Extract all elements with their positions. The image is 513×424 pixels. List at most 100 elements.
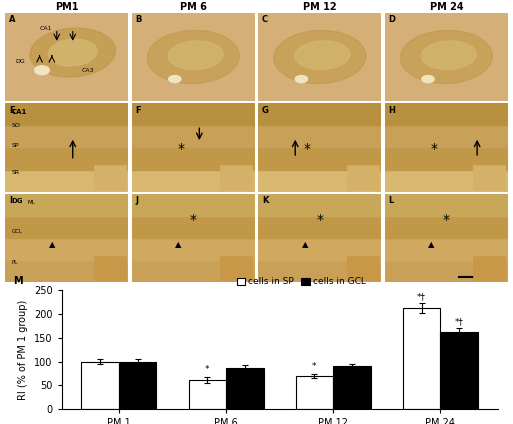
Bar: [259, 170, 381, 192]
Bar: [259, 103, 381, 125]
Bar: [347, 165, 379, 190]
Text: *: *: [205, 365, 209, 374]
Text: DG: DG: [15, 59, 25, 64]
Bar: [132, 194, 254, 216]
Text: CA3: CA3: [82, 67, 94, 73]
Bar: [5, 170, 128, 192]
Bar: [333, 366, 371, 409]
Bar: [94, 165, 126, 190]
Bar: [5, 125, 128, 148]
Bar: [259, 148, 381, 170]
Ellipse shape: [168, 41, 223, 70]
Text: *: *: [430, 142, 438, 156]
Ellipse shape: [147, 31, 239, 84]
Text: CA1: CA1: [40, 26, 52, 31]
Text: *: *: [317, 213, 323, 227]
Bar: [473, 256, 505, 280]
Ellipse shape: [422, 75, 434, 83]
Bar: [94, 256, 126, 280]
Bar: [132, 260, 254, 282]
Text: I: I: [9, 196, 12, 205]
Text: *†: *†: [455, 317, 464, 326]
Bar: [220, 256, 252, 280]
Bar: [132, 170, 254, 192]
Bar: [347, 256, 379, 280]
Text: A: A: [9, 15, 15, 24]
Bar: [5, 260, 128, 282]
Ellipse shape: [48, 39, 97, 66]
Bar: [132, 125, 254, 148]
Bar: [82, 362, 119, 409]
Bar: [385, 238, 508, 260]
Ellipse shape: [295, 75, 307, 83]
Bar: [385, 103, 508, 125]
Text: SR: SR: [11, 170, 19, 175]
Bar: [132, 103, 254, 125]
Bar: [385, 125, 508, 148]
Text: G: G: [262, 106, 269, 115]
Bar: [473, 165, 505, 190]
Text: E: E: [9, 106, 14, 115]
Bar: [403, 308, 440, 409]
Text: ▲: ▲: [302, 240, 308, 249]
Bar: [226, 368, 264, 409]
Bar: [295, 376, 333, 409]
Text: PL: PL: [11, 260, 17, 265]
Title: PM 6: PM 6: [180, 2, 207, 12]
Bar: [259, 238, 381, 260]
Text: F: F: [135, 106, 141, 115]
Bar: [5, 103, 128, 125]
Bar: [132, 238, 254, 260]
Text: *: *: [177, 142, 184, 156]
Text: *: *: [312, 362, 317, 371]
Text: SP: SP: [11, 143, 19, 148]
Bar: [188, 380, 226, 409]
Title: PM1: PM1: [55, 2, 78, 12]
Text: H: H: [389, 106, 396, 115]
Text: ▲: ▲: [428, 240, 435, 249]
Title: PM 24: PM 24: [429, 2, 463, 12]
Bar: [5, 194, 128, 216]
Text: *: *: [443, 213, 450, 227]
Bar: [119, 362, 156, 409]
Text: *: *: [190, 213, 196, 227]
Text: ML: ML: [27, 200, 35, 205]
Bar: [385, 260, 508, 282]
Bar: [132, 148, 254, 170]
Text: C: C: [262, 15, 268, 24]
Bar: [5, 216, 128, 238]
Text: ▲: ▲: [175, 240, 182, 249]
Bar: [385, 194, 508, 216]
Text: DG: DG: [11, 198, 23, 204]
Text: D: D: [389, 15, 396, 24]
Legend: cells in SP, cells in GCL: cells in SP, cells in GCL: [233, 273, 370, 290]
Text: SO: SO: [11, 123, 20, 128]
Text: L: L: [389, 196, 394, 205]
Title: PM 12: PM 12: [303, 2, 337, 12]
Text: CA1: CA1: [11, 109, 27, 115]
Ellipse shape: [294, 41, 350, 70]
Ellipse shape: [400, 31, 492, 84]
Text: K: K: [262, 196, 268, 205]
Ellipse shape: [30, 28, 115, 77]
Text: B: B: [135, 15, 142, 24]
Bar: [385, 170, 508, 192]
Bar: [259, 125, 381, 148]
Bar: [385, 148, 508, 170]
Y-axis label: RI (% of PM 1 group): RI (% of PM 1 group): [18, 300, 28, 400]
Text: J: J: [135, 196, 139, 205]
Text: M: M: [13, 276, 23, 286]
Bar: [385, 216, 508, 238]
Bar: [220, 165, 252, 190]
Text: *†: *†: [417, 292, 426, 301]
Text: GCL: GCL: [11, 229, 22, 234]
Bar: [5, 238, 128, 260]
Bar: [440, 332, 478, 409]
Bar: [132, 216, 254, 238]
Bar: [259, 260, 381, 282]
Text: ▲: ▲: [49, 240, 55, 249]
Ellipse shape: [169, 75, 181, 83]
Bar: [5, 148, 128, 170]
Ellipse shape: [421, 41, 477, 70]
Text: *: *: [304, 142, 311, 156]
